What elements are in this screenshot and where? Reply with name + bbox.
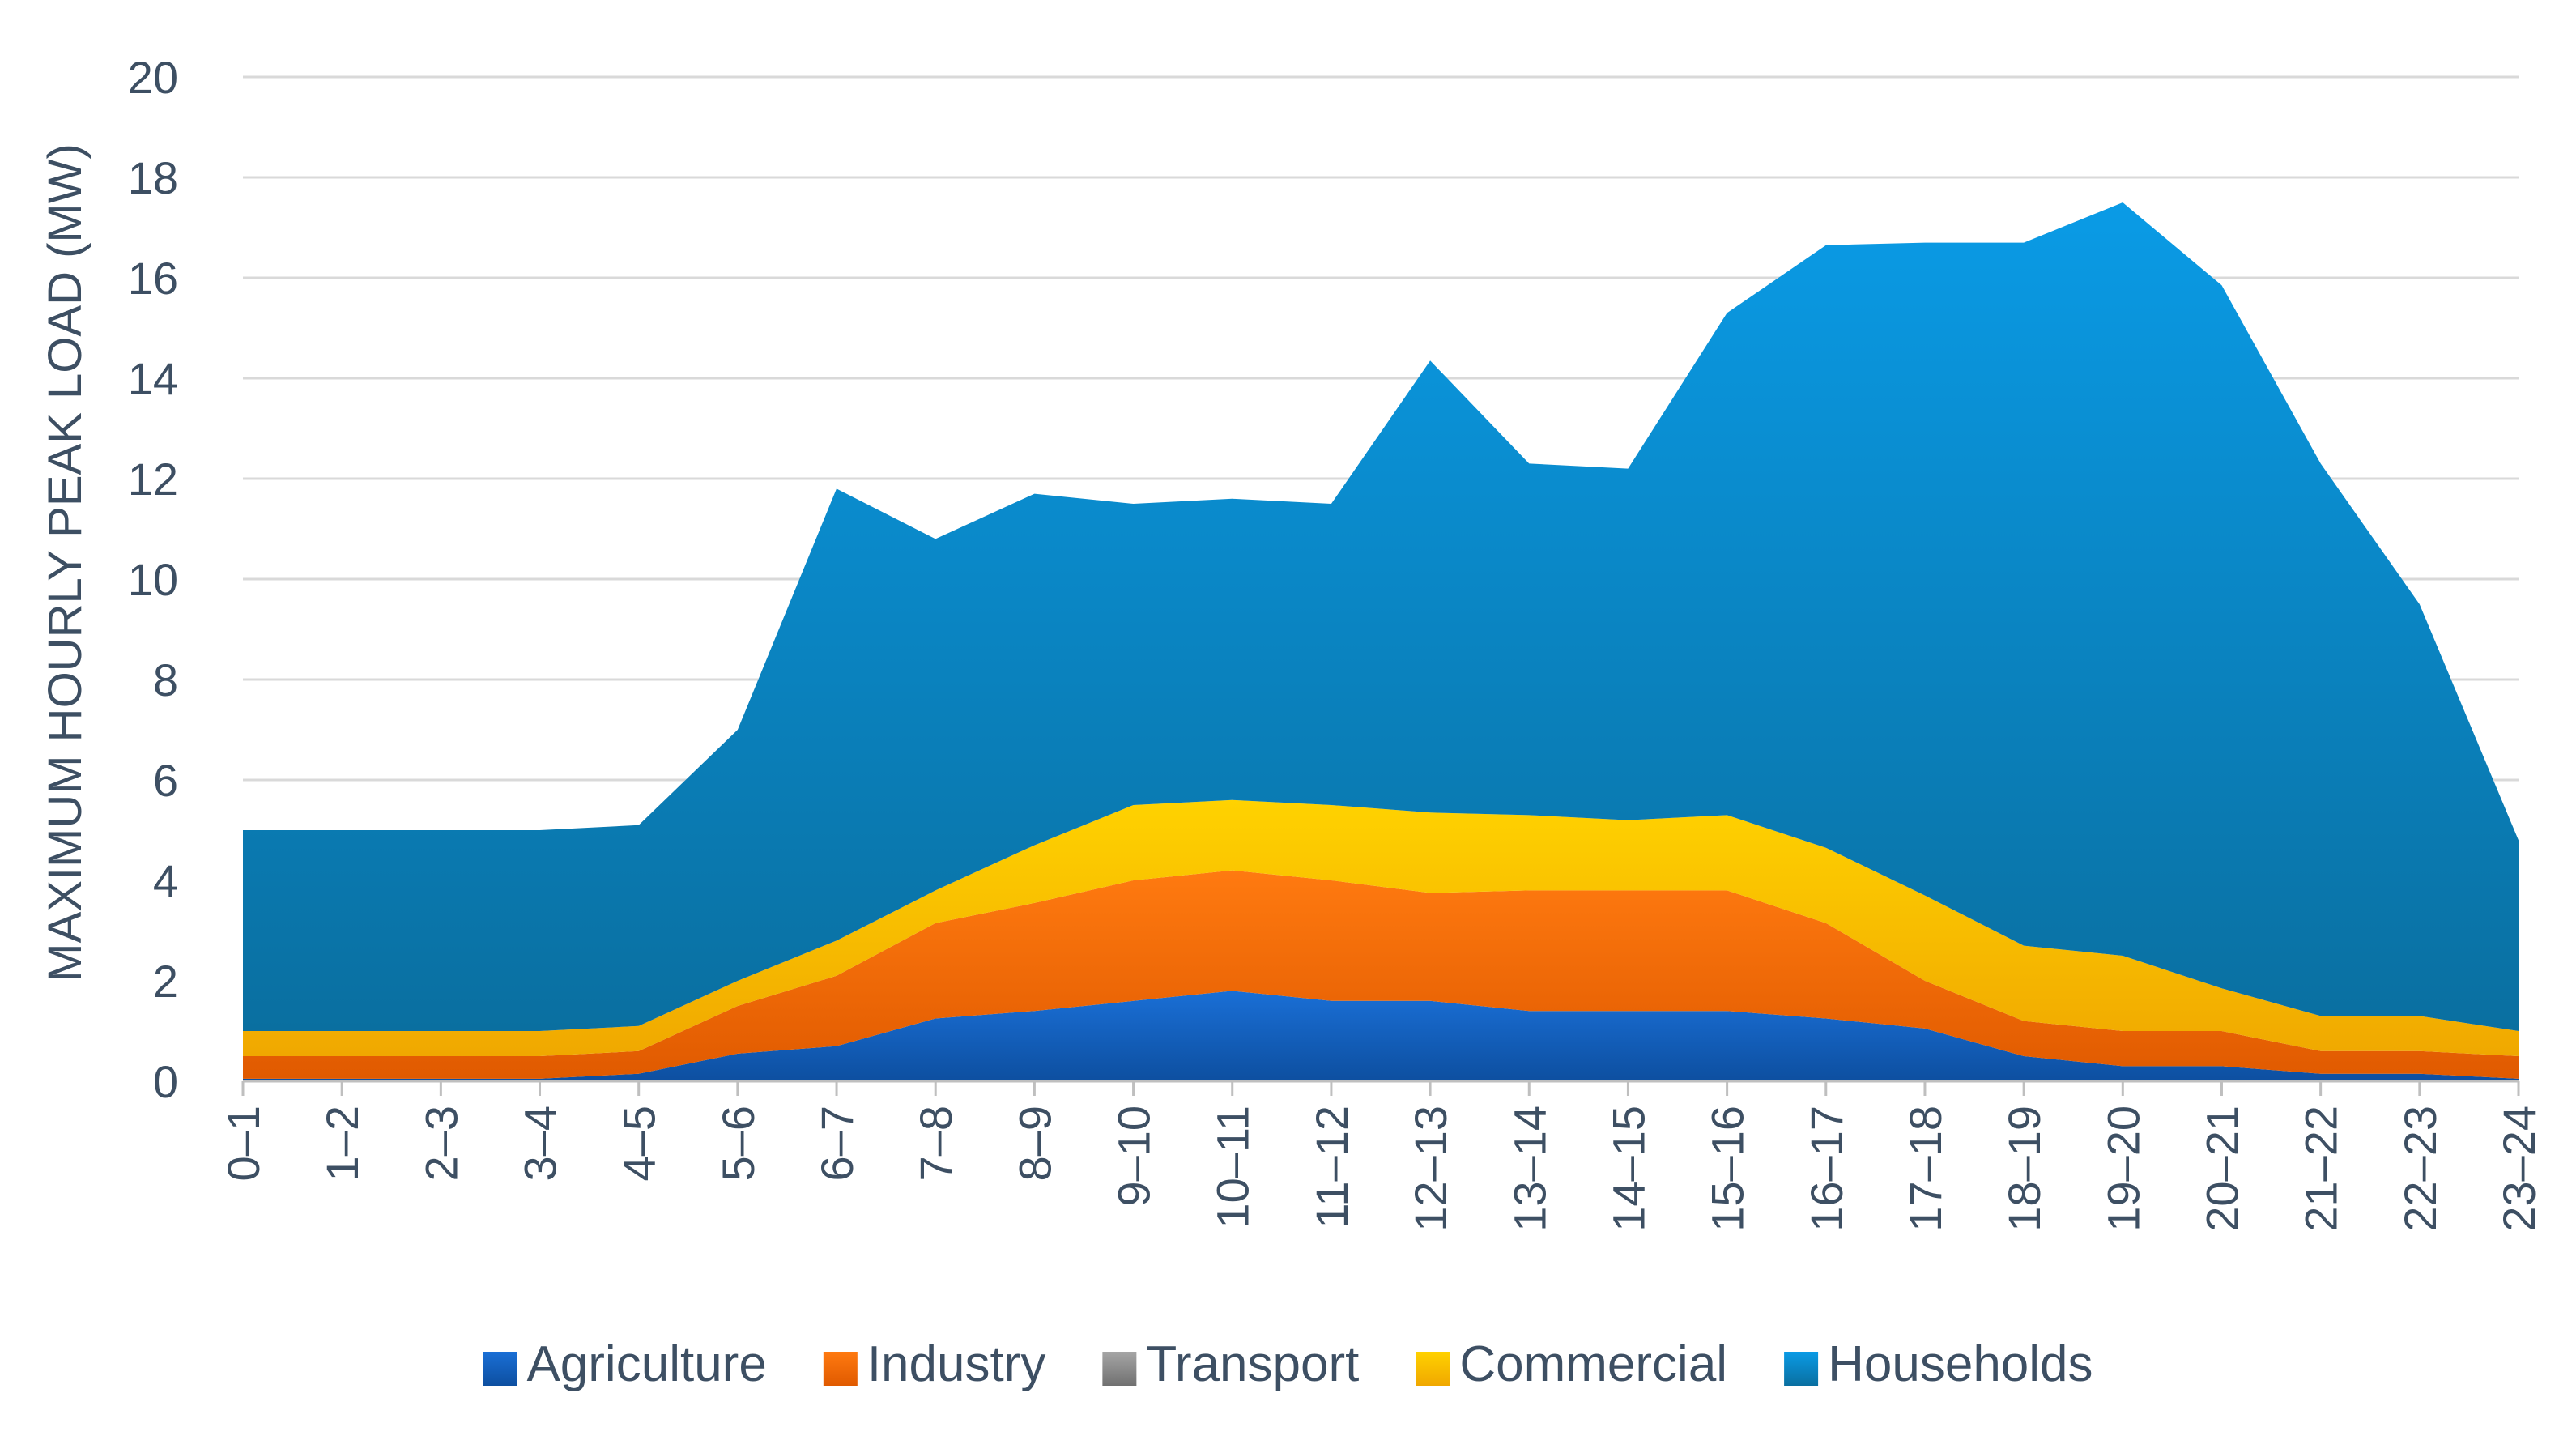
axes	[241, 1080, 2520, 1096]
legend-label-households: Households	[1828, 1336, 2093, 1392]
x-tick-label: 8–9	[1009, 1106, 1060, 1181]
legend-swatch-households	[1784, 1352, 1819, 1386]
legend-swatch-commercial	[1416, 1352, 1450, 1386]
legend-swatch-agriculture	[483, 1352, 517, 1386]
y-tick-label: 16	[128, 253, 178, 304]
y-axis-title: MAXIMUM HOURLY PEAK LOAD (MW)	[39, 143, 92, 982]
y-tick-label: 14	[128, 353, 178, 404]
legend-label-agriculture: Agriculture	[526, 1336, 766, 1392]
x-tick-label: 22–23	[2395, 1106, 2446, 1232]
y-tick-label: 2	[153, 956, 178, 1007]
area-industry	[243, 870, 2519, 1079]
y-tick-labels: 0 2 4 6 8 10 12 14 16 18 20	[128, 52, 178, 1107]
x-tick-label: 9–10	[1109, 1106, 1160, 1207]
y-tick-label: 4	[153, 855, 178, 906]
x-tick-label: 13–14	[1504, 1106, 1555, 1232]
x-tick-label: 3–4	[515, 1106, 566, 1181]
x-tick-label: 1–2	[317, 1106, 368, 1181]
y-tick-label: 6	[153, 755, 178, 806]
x-tick-label: 21–22	[2296, 1106, 2347, 1232]
area-households	[243, 202, 2519, 1031]
area-agriculture	[243, 991, 2519, 1081]
legend-label-transport: Transport	[1146, 1336, 1359, 1392]
x-tick-labels: 0–1 1–2 2–3 3–4 4–5 5–6 6–7 7–8 8–9 9–10 10–11 11–1…	[218, 1106, 2544, 1232]
x-tick-label: 0–1	[218, 1106, 269, 1181]
legend: Agriculture Industry Transport Commercial Ho…	[483, 1336, 2093, 1392]
legend-label-industry: Industry	[867, 1336, 1046, 1392]
y-tick-label: 12	[128, 454, 178, 505]
x-tick-label: 16–17	[1801, 1106, 1852, 1232]
legend-label-commercial: Commercial	[1459, 1336, 1727, 1392]
x-tick-label: 11–12	[1306, 1106, 1357, 1229]
x-tick-label: 4–5	[614, 1106, 665, 1181]
x-tick-label: 15–16	[1702, 1106, 1753, 1232]
x-tick-label: 20–21	[2196, 1106, 2247, 1232]
x-tick-label: 23–24	[2493, 1106, 2544, 1232]
y-tick-label: 20	[128, 52, 178, 103]
series-areas	[243, 202, 2519, 1081]
y-tick-label: 18	[128, 152, 178, 203]
y-tick-label: 0	[153, 1056, 178, 1107]
x-tick-label: 2–3	[415, 1106, 466, 1181]
x-tick-label: 7–8	[910, 1106, 961, 1181]
legend-swatch-transport	[1102, 1352, 1137, 1386]
x-tick-label: 18–19	[1999, 1106, 2050, 1232]
area-commercial	[243, 799, 2519, 1056]
x-tick-label: 10–11	[1207, 1106, 1258, 1229]
x-tick-label: 6–7	[811, 1106, 862, 1181]
x-tick-label: 12–13	[1405, 1106, 1456, 1232]
y-tick-label: 8	[153, 654, 178, 705]
legend-swatch-industry	[823, 1352, 858, 1386]
x-tick-label: 17–18	[1900, 1106, 1951, 1232]
x-tick-label: 5–6	[713, 1106, 764, 1181]
x-tick-label: 19–20	[2097, 1106, 2148, 1232]
x-tick-label: 14–15	[1603, 1106, 1654, 1232]
y-tick-label: 10	[128, 554, 178, 605]
